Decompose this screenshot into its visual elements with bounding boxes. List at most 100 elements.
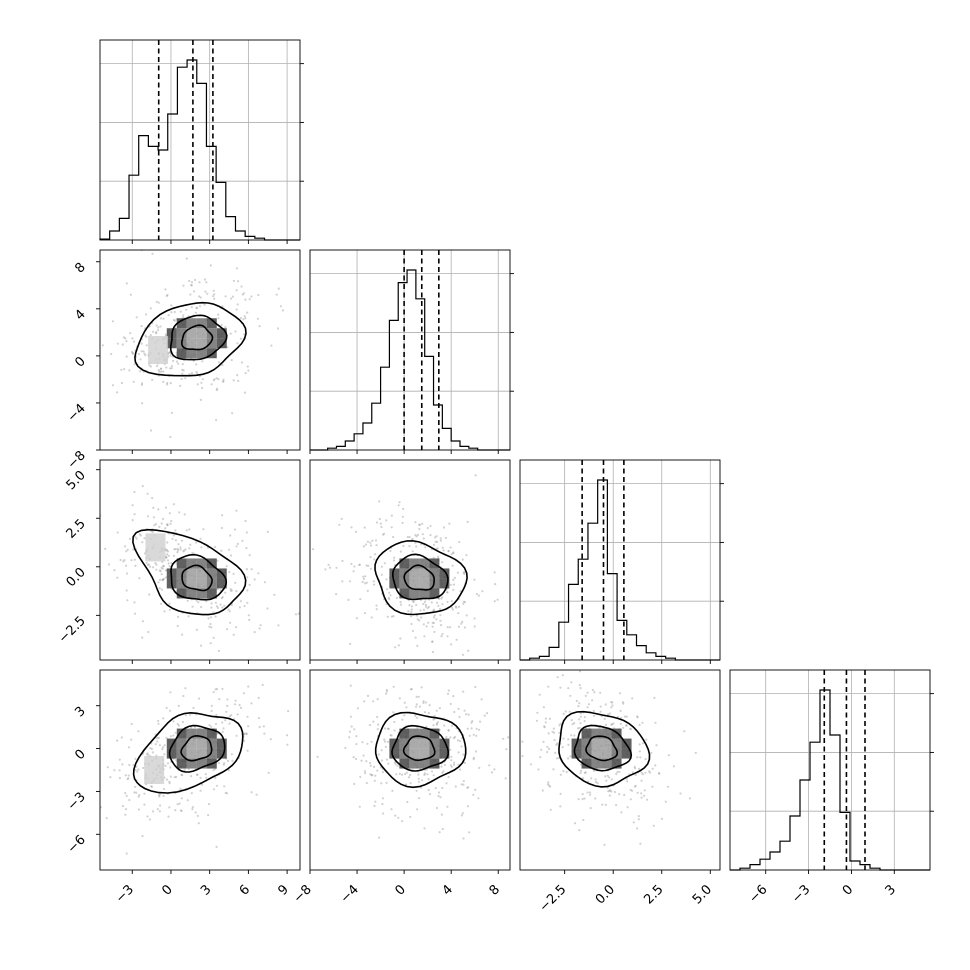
joint-3-0-sample-236 <box>118 769 121 772</box>
joint-3-1-sample-126 <box>423 772 426 775</box>
joint-3-2-sample-95 <box>631 789 634 792</box>
joint-2-0-sample-4 <box>200 644 203 647</box>
joint-3-2-sample-23 <box>679 792 682 795</box>
joint-2-0-sample-301 <box>244 519 247 523</box>
joint-1-0-sample-149 <box>201 386 204 390</box>
joint-3-2-sample-29 <box>578 684 581 687</box>
joint-1-0-sample-238 <box>157 301 160 304</box>
joint-3-2-sample-201 <box>636 827 639 830</box>
joint-3-2-sample-314 <box>578 702 581 705</box>
joint-2-1-sample-197 <box>369 541 372 544</box>
histogram-panel-2 <box>519 459 724 661</box>
joint-3-2-density-cell <box>601 738 612 749</box>
joint-2-0-sample-101 <box>266 530 269 534</box>
joint-3-1-sample-9 <box>355 757 358 761</box>
joint-3-0-sample-199 <box>148 818 151 821</box>
joint-3-0-sample-74 <box>169 691 172 694</box>
joint-2-1-sample-171 <box>435 601 439 604</box>
joint-3-0-sample-128 <box>214 657 216 659</box>
histogram-1-steps <box>310 269 510 451</box>
joint-2-1-sample-226 <box>414 636 417 639</box>
joint-3-0-sample-21 <box>226 698 229 701</box>
joint-3-1-sample-305 <box>420 686 423 689</box>
joint-2-0-sample-334 <box>224 591 227 594</box>
joint-1-0-sample-269 <box>199 398 202 401</box>
joint-2-0-sample-321 <box>164 527 167 530</box>
joint-2-1-sample-138 <box>375 521 379 524</box>
joint-2-0-sample-89 <box>188 547 191 550</box>
joint-2-1-sample-213 <box>435 535 438 538</box>
joint-3-1-sample-252 <box>479 720 482 723</box>
joint-2-0-sample-181 <box>220 549 223 552</box>
joint-3-2-sample-21 <box>657 772 661 775</box>
joint-3-0-sample-17 <box>118 758 121 761</box>
joint-3-1-sample-144 <box>385 688 388 692</box>
joint-2-0-sample-195 <box>241 539 244 543</box>
joint-3-2-sample-152 <box>586 706 589 709</box>
joint-3-0-sample-239 <box>169 766 172 769</box>
joint-3-1-sample-69 <box>373 765 376 769</box>
joint-2-0-contour-0 <box>181 564 213 592</box>
joint-3-1-sample-97 <box>316 755 319 759</box>
joint-2-1-sample-83 <box>444 536 447 540</box>
joint-2-0-density-cell <box>186 568 197 579</box>
joint-3-0-sample-16 <box>158 744 161 747</box>
joint-3-1-sample-91 <box>450 724 454 727</box>
joint-3-1-sample-332 <box>449 736 452 739</box>
joint-3-2-sample-169 <box>651 785 654 788</box>
joint-3-1-sample-238 <box>434 787 437 790</box>
joint-3-0-sample-4 <box>207 803 211 806</box>
joint-3-1-sample-318 <box>516 708 518 710</box>
joint-3-2-sample-287 <box>576 727 580 730</box>
xtick-label-1-4: 8 <box>487 882 503 898</box>
joint-1-0-sample-330 <box>148 364 151 367</box>
joint-3-0-sample-64 <box>246 715 249 718</box>
joint-3-1-sample-315 <box>371 774 374 777</box>
joint-2-0-sample-190 <box>191 551 194 555</box>
joint-3-1-sample-162 <box>462 783 465 786</box>
joint-2-0-density-cell <box>176 578 187 589</box>
joint-3-2-sample-258 <box>608 789 611 793</box>
joint-3-0-density-cell <box>216 738 227 749</box>
joint-3-1-sample-16 <box>372 700 375 703</box>
joint-3-0-sample-95 <box>167 815 170 818</box>
joint-2-0-sample-29 <box>221 596 224 599</box>
joint-3-0-sample-72 <box>247 685 250 688</box>
joint-3-1-sample-200 <box>423 827 426 830</box>
joint-1-0-density-cell <box>186 328 197 339</box>
histogram-0-frame <box>99 39 301 241</box>
joint-2-0-sample-311 <box>189 543 192 546</box>
joint-2-1-sample-279 <box>389 549 392 553</box>
joint-3-2-sample-195 <box>578 670 582 673</box>
joint-2-1-sample-63 <box>375 544 378 547</box>
joint-1-0-sample-203 <box>276 327 280 330</box>
joint-2-1-sample-18 <box>432 616 436 619</box>
joint-1-0-sample-30 <box>139 370 142 373</box>
joint-2-1-sample-59 <box>412 600 415 603</box>
joint-2-1-sample-147 <box>459 589 462 593</box>
xtick-label-0-3: 6 <box>237 882 253 898</box>
joint-3-0-sample-109 <box>257 696 260 700</box>
joint-3-2-sample-228 <box>634 773 637 777</box>
joint-3-1-density-cell <box>409 728 420 739</box>
joint-1-0-sample-87 <box>132 380 135 383</box>
joint-2-1-sample-265 <box>423 600 426 604</box>
joint-3-0-density-cell <box>166 738 177 749</box>
joint-2-1-sample-318 <box>431 625 434 628</box>
joint-2-1-sample-199 <box>402 544 405 548</box>
joint-2-0-sample-274 <box>126 599 129 602</box>
joint-1-0-sample-193 <box>190 284 193 287</box>
joint-3-2-sample-41 <box>579 771 582 775</box>
joint-2-1-sample-105 <box>411 537 414 541</box>
joint-1-0-sample-248 <box>131 351 134 355</box>
joint-2-0-sample-75 <box>125 589 128 592</box>
joint-2-1-sample-158 <box>387 596 390 599</box>
joint-2-0-sample-149 <box>168 608 171 611</box>
joint-1-0-sample-140 <box>131 352 134 355</box>
joint-3-1-sample-181 <box>365 760 368 763</box>
joint-3-1-sample-317 <box>397 816 400 819</box>
joint-3-2-sample-139 <box>623 793 626 797</box>
joint-2-1-density-cell <box>399 588 410 599</box>
joint-3-1-sample-156 <box>449 764 452 767</box>
joint-3-1-sample-157 <box>376 698 379 701</box>
